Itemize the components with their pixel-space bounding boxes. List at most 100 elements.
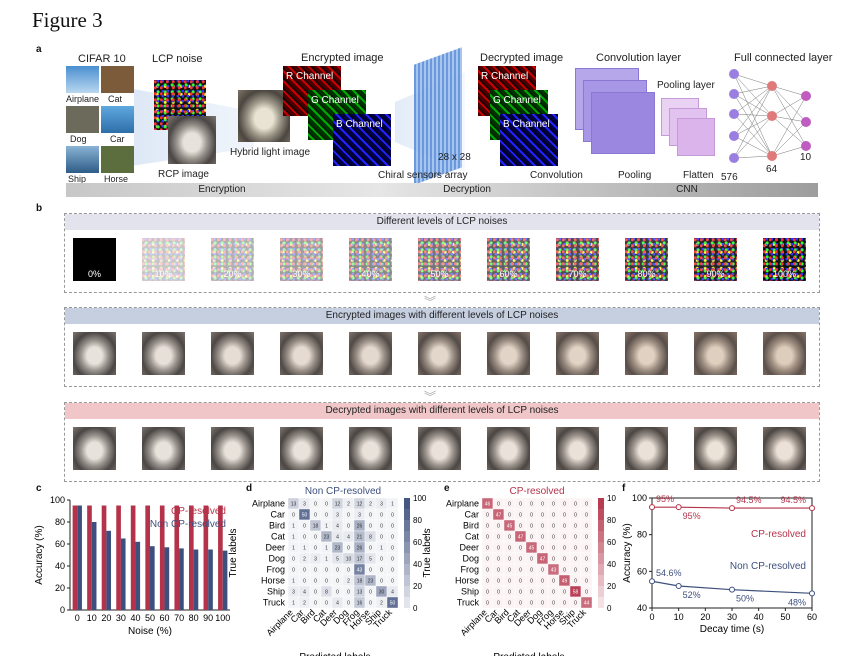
lcp-noise-thumbs: 0% 10% 20% 30% 40% 50% 60% 70% 80% 90% 100%: [65, 234, 819, 288]
bar-cp: [101, 505, 107, 610]
enc-thumb: [280, 332, 323, 375]
heatmap-value: 0: [325, 513, 328, 519]
heatmap-value: 0: [563, 590, 566, 596]
bar-cp: [218, 505, 223, 610]
x-tick-label: 40: [754, 612, 764, 622]
chart-e: CP-resolved 46 0 0 0 0 0 0 0 0 0 0 47 0 0 0 0 0 0 0 0 0 0 45 0 0 0…: [422, 486, 616, 656]
row-class-label: Airplane: [446, 499, 479, 509]
dec-thumb: [142, 427, 185, 470]
x-tick-label: 90: [203, 613, 213, 623]
x-tick-label: 50: [780, 612, 790, 622]
enc-thumb: [211, 332, 254, 375]
noise-level-label: 30%: [292, 269, 311, 279]
heatmap-value: 0: [574, 601, 577, 607]
heatmap-value: 4: [336, 524, 339, 530]
stage-encryption: Encryption: [66, 183, 378, 197]
row-class-label: Horse: [455, 576, 479, 586]
heatmap-value: 0: [574, 513, 577, 519]
fc-hidden-nodes: [767, 81, 777, 161]
y-axis-label: Accuracy (%): [34, 525, 45, 584]
heatmap-value: 0: [541, 502, 544, 508]
heatmap-value: 0: [369, 546, 372, 552]
colorbar-segment: [598, 531, 604, 542]
enc-thumb: [694, 332, 737, 375]
heatmap-value: 0: [519, 601, 522, 607]
data-point: [809, 590, 815, 597]
heatmap-value: 12: [357, 502, 363, 508]
heatmap-value: 0: [508, 502, 511, 508]
heatmap-value: 0: [497, 524, 500, 530]
y-tick-label: 60: [55, 539, 65, 549]
heatmap-value: 3: [292, 590, 295, 596]
heatmap-value: 0: [519, 590, 522, 596]
heatmap-value: 0: [574, 502, 577, 508]
bar-cp: [188, 505, 194, 610]
heatmap-value: 2: [369, 502, 372, 508]
dec-thumb: [73, 427, 116, 470]
row-class-label: Cat: [271, 532, 286, 542]
heatmap-value: 0: [314, 535, 317, 541]
bar-noncp: [179, 548, 184, 610]
bar-noncp: [164, 547, 170, 610]
cifar-label-car: Car: [110, 134, 125, 144]
row-class-label: Dog: [462, 554, 479, 564]
heatmap-value: 0: [497, 535, 500, 541]
legend-cp: CP-resolved: [171, 506, 226, 517]
row-class-label: Deer: [459, 543, 479, 553]
x-axis-label: Predicted labels: [493, 652, 564, 656]
enc-thumb: [73, 332, 116, 375]
dec-g-channel-label: G Channel: [493, 95, 541, 106]
heatmap-value: 0: [530, 568, 533, 574]
heatmap-value: 0: [380, 524, 383, 530]
bar-noncp: [193, 549, 199, 610]
heatmap-value: 0: [552, 546, 555, 552]
colorbar-segment: [598, 520, 604, 531]
bar-cp: [203, 505, 209, 610]
heatmap-value: 0: [292, 557, 295, 563]
enc-r-channel-label: R Channel: [286, 71, 334, 82]
heatmap-value: 0: [519, 568, 522, 574]
bar-noncp: [208, 549, 213, 610]
heatmap-value: 47: [518, 535, 524, 541]
noise-thumb: 40%: [349, 238, 392, 281]
colorbar-tick: 20: [607, 582, 616, 591]
heatmap-value: 43: [357, 568, 363, 574]
heatmap-value: 0: [563, 502, 566, 508]
noise-thumb: 60%: [487, 238, 530, 281]
stage-decryption: Decryption: [378, 183, 556, 197]
heatmap-value: 0: [380, 535, 383, 541]
heatmap-value: 0: [325, 579, 328, 585]
cifar-label-ship: Ship: [68, 174, 87, 184]
heatmap-value: 0: [292, 568, 295, 574]
heatmap-value: 0: [541, 524, 544, 530]
row-class-label: Truck: [263, 598, 286, 608]
heatmap-value: 18: [357, 579, 363, 585]
enc-thumb: [349, 332, 392, 375]
heatmap-value: 1: [292, 579, 295, 585]
heatmap-value: 0: [530, 557, 533, 563]
enc-thumb: [142, 332, 185, 375]
heatmap-value: 0: [563, 546, 566, 552]
heatmap-value: 1: [292, 601, 295, 607]
heatmap-value: 0: [325, 568, 328, 574]
heatmap-value: 0: [519, 524, 522, 530]
x-tick-label: 40: [130, 613, 140, 623]
heatmap-value: 4: [347, 535, 350, 541]
enc-b-channel: B Channel: [333, 114, 391, 166]
colorbar-tick: 100: [413, 494, 426, 503]
heatmap-value: 0: [314, 546, 317, 552]
heatmap-value: 0: [336, 590, 339, 596]
pooling-step-label: Pooling: [618, 170, 652, 181]
cifar-thumb-ship: [66, 146, 99, 173]
data-label: 94.5%: [736, 495, 762, 505]
bar-noncp: [106, 530, 112, 610]
cifar-grid: Airplane Cat Dog Car Ship Horse: [66, 66, 134, 186]
noise-level-label: 90%: [706, 269, 725, 279]
heatmap-value: 0: [585, 502, 588, 508]
heatmap-value: 0: [336, 568, 339, 574]
heatmap-value: 0: [347, 601, 350, 607]
encrypted-thumbs: [65, 328, 819, 382]
lcp-noise-row: Different levels of LCP noises 0% 10% 20% 3…: [64, 213, 820, 293]
heatmap-value: 16: [357, 601, 363, 607]
heatmap-value: 0: [530, 601, 533, 607]
